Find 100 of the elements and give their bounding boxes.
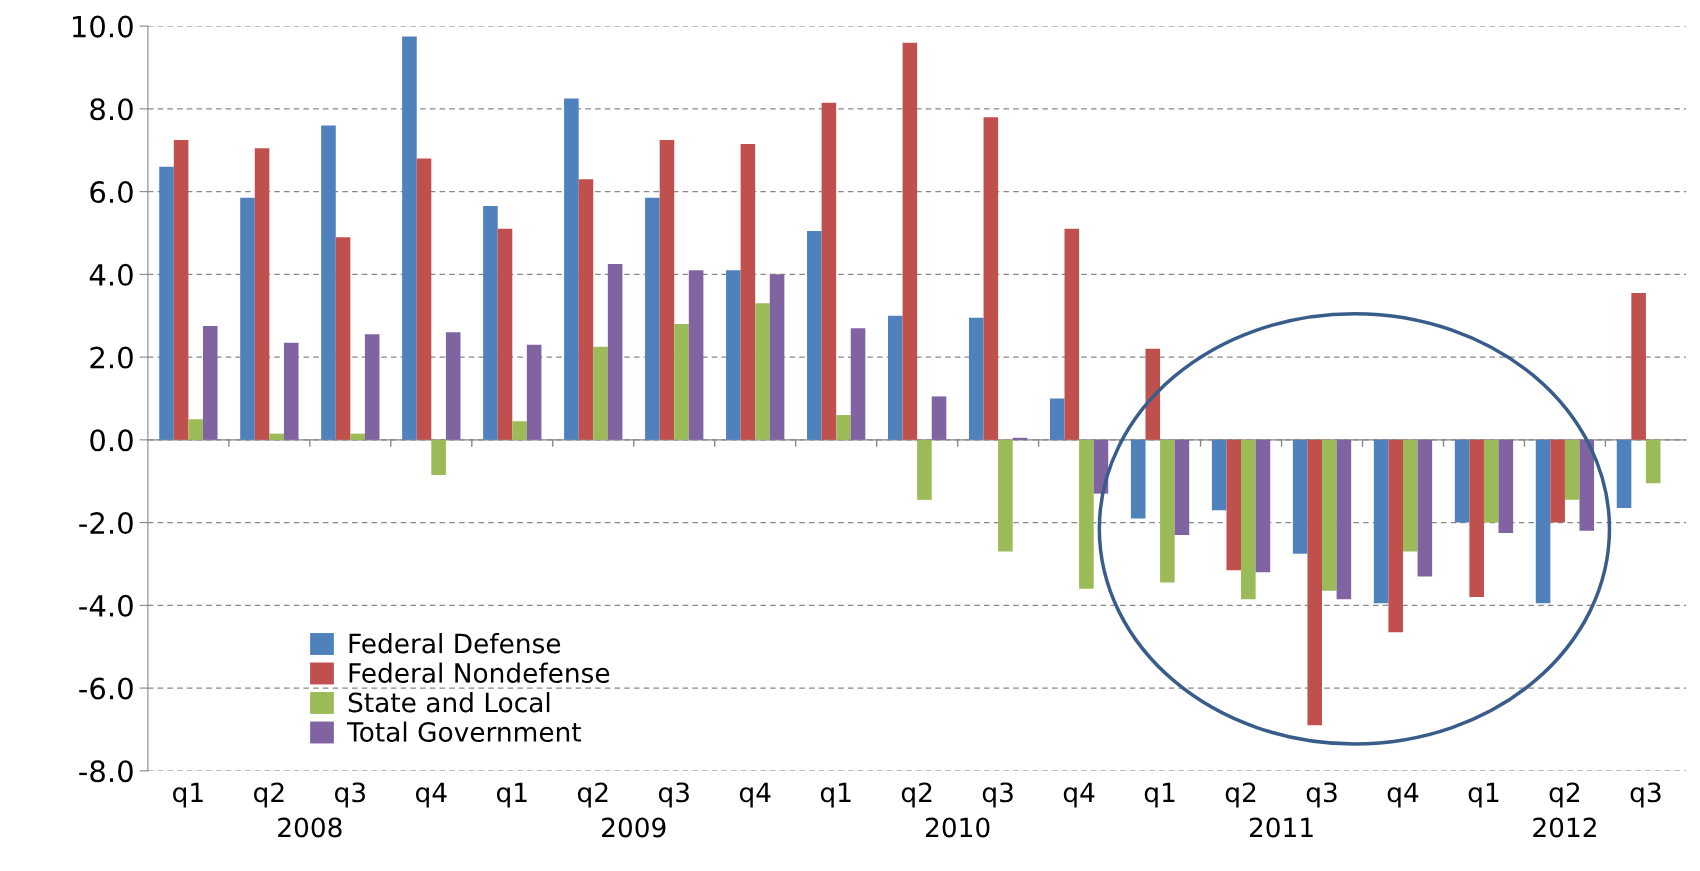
bar [364, 334, 380, 440]
bar [402, 36, 417, 440]
x-tick-label: q1 [173, 782, 203, 808]
text: 2012 [1533, 817, 1596, 838]
bar [1241, 439, 1256, 600]
y-tick-label: -2.0 [79, 512, 133, 535]
bar [659, 139, 675, 440]
bar [1336, 439, 1352, 600]
x-tick-label: q2 [1225, 782, 1256, 808]
bar [1174, 439, 1190, 536]
bar [1645, 439, 1661, 484]
bar [431, 439, 446, 476]
text: 2010 [925, 817, 990, 838]
bar [755, 303, 770, 440]
y-tick-label: 6.0 [90, 181, 133, 204]
bar [593, 346, 608, 440]
x-tick-label: q1 [496, 782, 527, 808]
bar [688, 270, 704, 440]
x-tick-label: q4 [739, 782, 771, 808]
bar [159, 166, 174, 440]
bar [254, 148, 270, 440]
bar [1483, 439, 1499, 523]
bar [1255, 439, 1271, 573]
bar [1064, 228, 1080, 440]
bar [1130, 439, 1146, 519]
bar [1226, 439, 1242, 571]
bar [1579, 439, 1595, 531]
x-tick-label: q4 [1063, 782, 1095, 808]
bar [269, 433, 284, 440]
legend-label: Total Government [346, 721, 582, 742]
bar [807, 230, 822, 440]
bar [1550, 439, 1565, 523]
bar [726, 270, 741, 440]
legend-label: State and Local [348, 692, 550, 713]
bar [350, 433, 365, 440]
bar [902, 42, 918, 440]
legend-label: Federal Nondefense [349, 662, 610, 683]
x-tick-label: q3 [1630, 782, 1661, 808]
bar [850, 328, 866, 440]
bar [769, 274, 785, 440]
bar [983, 117, 999, 440]
bar [512, 421, 527, 440]
y-tick-label: -6.0 [79, 677, 133, 700]
bar [931, 396, 947, 440]
bar [1402, 439, 1418, 552]
bar [564, 98, 579, 440]
y-tick-label: 8.0 [90, 98, 133, 121]
y-tick-label: 10.0 [72, 15, 133, 38]
x-tick-label: q1 [1468, 782, 1499, 808]
x-tick-label: q3 [335, 782, 365, 808]
bar [445, 332, 461, 440]
bar [836, 415, 851, 440]
bar [173, 139, 189, 440]
bar [1292, 439, 1308, 554]
bar [1469, 439, 1484, 598]
bar [1388, 439, 1403, 633]
y-tick-label: 4.0 [89, 263, 133, 286]
x-tick-label: q2 [254, 782, 284, 808]
bar [1373, 439, 1389, 604]
x-tick-label: q4 [1387, 782, 1419, 808]
legend-label: Federal Defense [349, 633, 561, 654]
bar [674, 324, 689, 440]
bar [1160, 439, 1175, 583]
bar [1417, 439, 1433, 577]
x-tick-label: q1 [820, 782, 851, 808]
bar [1498, 439, 1514, 533]
bar [888, 315, 903, 440]
y-tick-label: 2.0 [90, 346, 133, 369]
bar [335, 237, 351, 440]
x-tick-label: q3 [658, 782, 689, 808]
bar [202, 326, 218, 440]
text: 2011 [1249, 817, 1313, 838]
x-tick-label: q2 [577, 782, 608, 808]
bar [1049, 398, 1065, 440]
text: 2008 [278, 817, 342, 838]
x-tick-label: q1 [1144, 782, 1175, 808]
bar [240, 197, 255, 440]
bar [1631, 292, 1646, 440]
bar [1322, 439, 1337, 591]
bar [1145, 348, 1161, 440]
y-tick-label: -8.0 [79, 760, 133, 783]
x-tick-label: q4 [415, 782, 447, 808]
x-tick-label: q3 [982, 782, 1013, 808]
bar [1211, 439, 1227, 511]
y-tick-label: -4.0 [79, 594, 133, 617]
bar [1307, 439, 1323, 726]
bar [607, 264, 623, 440]
bar [1564, 439, 1580, 500]
x-tick-label: q2 [1549, 782, 1580, 808]
bar [526, 344, 542, 440]
bar [416, 158, 432, 440]
bar [283, 342, 299, 440]
bar [1012, 437, 1028, 440]
bar [998, 439, 1013, 552]
bar [1535, 439, 1551, 604]
bar [1454, 439, 1470, 523]
x-tick-label: q2 [901, 782, 932, 808]
y-tick-label: 0.0 [90, 429, 133, 452]
bar [821, 102, 837, 440]
bar [497, 228, 513, 440]
